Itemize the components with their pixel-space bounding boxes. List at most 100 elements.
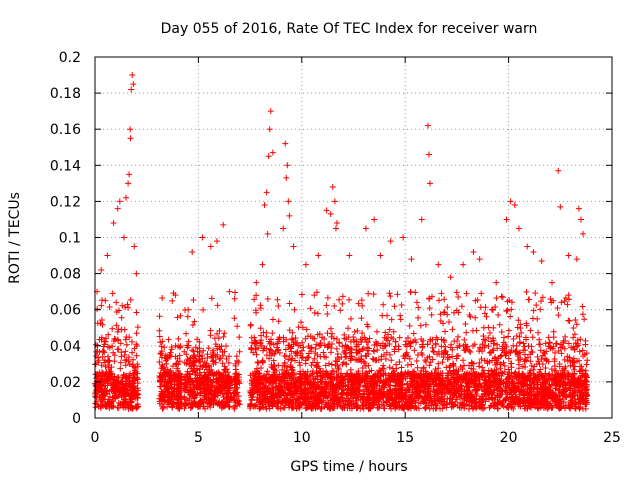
data-point: [441, 347, 448, 354]
data-point: [555, 167, 562, 174]
data-point: [302, 335, 309, 342]
data-point: [175, 361, 182, 368]
data-point: [274, 296, 281, 303]
data-point: [268, 336, 275, 343]
data-point: [370, 347, 377, 354]
data-point: [526, 392, 533, 399]
data-point: [401, 355, 408, 362]
data-point: [421, 357, 428, 364]
data-point: [281, 360, 288, 367]
data-point: [391, 303, 398, 310]
data-point: [435, 360, 442, 367]
data-point: [127, 126, 134, 133]
data-point: [200, 347, 207, 354]
data-point: [493, 295, 500, 302]
data-point: [363, 378, 370, 385]
data-point: [333, 393, 340, 400]
data-point: [523, 389, 530, 396]
y-tick-label: 0: [72, 411, 81, 427]
data-point: [115, 337, 122, 344]
data-point: [562, 385, 569, 392]
data-point: [554, 304, 561, 311]
data-point: [101, 385, 108, 392]
data-point: [379, 394, 386, 401]
data-point: [364, 373, 371, 380]
data-point: [253, 351, 260, 358]
data-point: [216, 402, 223, 409]
data-point: [560, 388, 567, 395]
data-point: [264, 230, 271, 237]
data-point: [512, 401, 519, 408]
data-point: [97, 320, 104, 327]
data-point: [545, 358, 552, 365]
data-point: [498, 293, 505, 300]
data-point: [92, 341, 99, 348]
data-point: [583, 399, 590, 406]
data-point: [253, 373, 260, 380]
data-point: [311, 402, 318, 409]
data-point: [518, 379, 525, 386]
data-point: [328, 361, 335, 368]
data-point: [109, 325, 116, 332]
data-point: [110, 338, 117, 345]
data-point: [117, 402, 124, 409]
data-point: [514, 384, 521, 391]
data-point: [233, 393, 240, 400]
data-point: [402, 396, 409, 403]
data-point: [116, 198, 123, 205]
data-point: [128, 86, 135, 93]
data-point: [387, 351, 394, 358]
data-point: [261, 202, 268, 209]
data-point: [382, 329, 389, 336]
data-point: [127, 135, 134, 142]
data-point: [433, 334, 440, 341]
data-point: [123, 341, 130, 348]
data-point: [130, 356, 137, 363]
data-point: [165, 336, 172, 343]
data-point: [482, 337, 489, 344]
data-point: [476, 256, 483, 263]
data-point: [435, 261, 442, 268]
data-point: [232, 360, 239, 367]
data-point: [556, 386, 563, 393]
data-point: [453, 377, 460, 384]
data-point: [376, 387, 383, 394]
data-point: [483, 378, 490, 385]
data-point: [469, 327, 476, 334]
data-point: [425, 371, 432, 378]
data-point: [388, 376, 395, 383]
data-point: [487, 348, 494, 355]
data-point: [214, 302, 221, 309]
data-point: [570, 392, 577, 399]
data-point: [428, 398, 435, 405]
data-point: [414, 374, 421, 381]
data-point: [486, 390, 493, 397]
data-point: [392, 395, 399, 402]
data-point: [414, 364, 421, 371]
data-point: [564, 301, 571, 308]
data-point: [307, 333, 314, 340]
data-point: [327, 211, 334, 218]
data-point: [381, 351, 388, 358]
data-point: [420, 365, 427, 372]
data-point: [188, 365, 195, 372]
data-point: [442, 350, 449, 357]
data-point: [280, 371, 287, 378]
data-point: [125, 354, 132, 361]
data-point: [389, 365, 396, 372]
data-point: [363, 386, 370, 393]
data-point: [572, 400, 579, 407]
data-point: [133, 368, 140, 375]
data-point: [197, 381, 204, 388]
data-point: [408, 398, 415, 405]
data-point: [488, 306, 495, 313]
data-point: [364, 344, 371, 351]
y-tick-label: 0.06: [50, 303, 81, 319]
data-point: [467, 349, 474, 356]
data-point: [208, 379, 215, 386]
data-point: [290, 404, 297, 411]
data-point: [531, 363, 538, 370]
data-point: [268, 352, 275, 359]
data-point: [425, 402, 432, 409]
data-point: [524, 243, 531, 250]
